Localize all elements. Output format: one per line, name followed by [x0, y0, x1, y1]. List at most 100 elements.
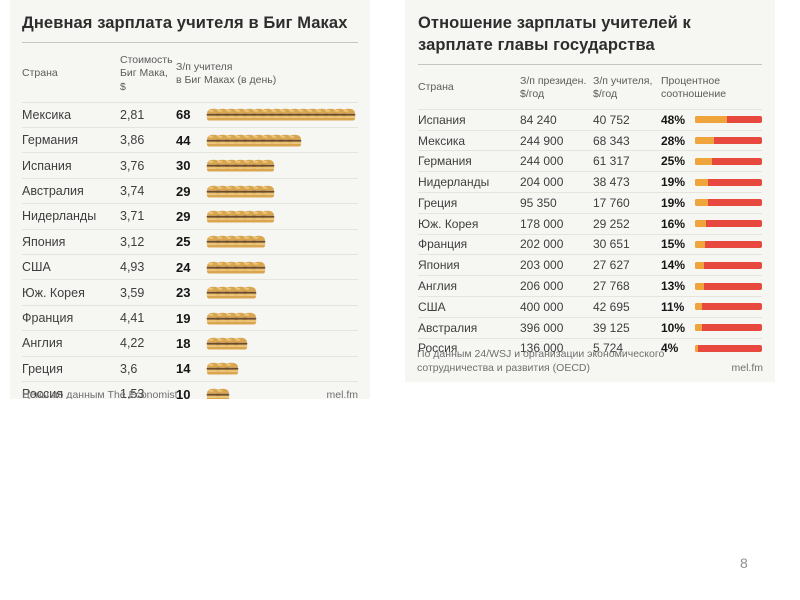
percent-cell: 14% [661, 258, 686, 273]
col-header-bigmac-price: Стоимость Биг Мака, $ [120, 53, 173, 94]
country-cell: Испания [418, 112, 466, 127]
bigmac-count-cell: 23 [176, 285, 191, 301]
country-cell: Греция [22, 361, 63, 376]
bigmac-icon [341, 108, 356, 121]
percent-cell: 11% [661, 299, 685, 314]
ratio-bar-teacher-share [695, 261, 705, 269]
ratio-bar [695, 303, 762, 311]
bigmac-pictogram-bar [206, 108, 358, 121]
right-source-note: По данным 24/WSJ и организации экономиче… [417, 347, 665, 374]
bigmac-icon [287, 134, 302, 147]
ratio-bar-teacher-share [695, 303, 703, 311]
ratio-bar [695, 199, 762, 207]
right-card-title: Отношение зарплаты учителей к зарплате г… [418, 14, 691, 54]
col-header-president-salary: З/п президен. $/год [520, 74, 587, 101]
country-cell: Япония [22, 234, 66, 249]
ratio-bar [695, 220, 762, 228]
table-row: Япония 3,12 25 [22, 228, 358, 254]
left-table-header: Страна Стоимость Биг Мака, $ З/п учителя… [22, 45, 358, 102]
country-cell: Англия [22, 336, 63, 351]
percent-cell: 48% [661, 112, 686, 127]
bigmac-pictogram-bar [206, 312, 358, 325]
bigmac-pictogram-bar [206, 134, 358, 147]
table-row: Мексика 2,81 68 [22, 101, 358, 127]
percent-cell: 25% [661, 154, 686, 169]
president-salary-cell: 400 000 [520, 299, 564, 314]
president-salary-cell: 204 000 [520, 175, 564, 190]
country-cell: Россия [418, 341, 458, 356]
president-salary-cell: 84 240 [520, 112, 557, 127]
right-table-body: Испания 84 240 40 752 48% Мексика 244 900 68 3… [418, 108, 762, 359]
bigmac-pictogram-bar [206, 337, 358, 350]
ratio-bar-teacher-share [695, 137, 714, 144]
bigmac-pictogram-bar [206, 362, 358, 375]
bigmac-icon [260, 185, 275, 198]
country-cell: Франция [22, 311, 74, 325]
left-card-footer: Цены по данным The Economist mel.fm [22, 388, 358, 399]
ratio-bar-teacher-share [695, 199, 708, 207]
table-row: Россия 1,53 10 [22, 380, 358, 399]
bigmac-pictogram-bar [206, 185, 358, 198]
bigmac-pictogram-bar [206, 159, 358, 172]
country-cell: Германия [418, 154, 472, 169]
bigmac-price-cell: 2,81 [120, 107, 145, 122]
table-row: Испания 84 240 40 752 48% [418, 108, 762, 130]
bigmac-pictogram-bar [206, 235, 358, 248]
percent-cell: 10% [661, 320, 686, 335]
table-row: Германия 3,86 44 [22, 127, 358, 152]
teacher-salary-cell: 17 760 [593, 195, 630, 210]
col-header-country: Страна [22, 67, 58, 80]
table-row: Австралия 396 000 39 125 10% [418, 316, 762, 338]
table-row: Греция 3,6 14 [22, 355, 358, 381]
ratio-bar-teacher-share [695, 178, 708, 186]
country-cell: Франция [418, 237, 468, 252]
table-row: Греция 95 350 17 760 19% [418, 192, 762, 213]
president-salary-cell: 136 000 [520, 341, 564, 356]
teacher-salary-cell: 29 252 [593, 216, 630, 231]
ratio-bar-teacher-share [695, 282, 704, 290]
teacher-salary-cell: 27 768 [593, 279, 630, 294]
bigmac-icon [251, 261, 266, 274]
bigmac-price-cell: 3,12 [120, 234, 145, 249]
president-salary-cell: 178 000 [520, 216, 564, 231]
bigmac-pictogram-bar [206, 210, 358, 223]
right-card-footer: По данным 24/WSJ и организации экономиче… [417, 347, 763, 375]
table-row: Франция 4,41 19 [22, 304, 358, 330]
ratio-bar-teacher-share [695, 220, 706, 228]
president-salary-cell: 206 000 [520, 279, 564, 294]
teacher-salary-cell: 40 752 [593, 112, 630, 127]
title-divider [22, 41, 358, 43]
president-salary-cell: 396 000 [520, 320, 564, 335]
left-table-body: Мексика 2,81 68 Германия 3,86 44 Испания 3,76 30… [22, 101, 358, 399]
country-cell: Греция [418, 195, 458, 210]
table-row: Германия 244 000 61 317 25% [418, 150, 762, 171]
country-cell: Юж. Корея [418, 216, 479, 231]
teacher-salary-cell: 27 627 [593, 258, 630, 273]
country-cell: Япония [418, 258, 460, 273]
bigmac-count-cell: 19 [176, 310, 191, 326]
president-salary-cell: 202 000 [520, 237, 564, 252]
ratio-bar [695, 240, 762, 248]
bigmac-icon [260, 210, 275, 223]
ratio-bar-teacher-share [695, 344, 698, 352]
bigmac-price-cell: 4,22 [120, 336, 145, 351]
ratio-bar-teacher-share [695, 324, 702, 332]
page-number: 8 [740, 555, 748, 571]
bigmac-count-cell: 29 [176, 183, 191, 199]
percent-cell: 19% [661, 195, 686, 210]
col-header-percent-ratio: Процентное соотношение [661, 74, 727, 101]
bigmac-icon [251, 235, 266, 248]
bigmac-count-cell: 14 [176, 361, 191, 377]
table-row: Австралия 3,74 29 [22, 177, 358, 203]
table-row: Мексика 244 900 68 343 28% [418, 129, 762, 151]
percent-cell: 4% [661, 341, 679, 356]
country-cell: Юж. Корея [22, 285, 85, 300]
country-cell: США [22, 260, 51, 275]
table-row: Нидерланды 204 000 38 473 19% [418, 171, 762, 192]
teacher-salary-cell: 38 473 [593, 175, 630, 190]
country-cell: Нидерланды [418, 175, 490, 190]
table-row: Юж. Корея 178 000 29 252 16% [418, 212, 762, 234]
president-salary-cell: 95 350 [520, 195, 557, 210]
ratio-bar [695, 178, 762, 186]
